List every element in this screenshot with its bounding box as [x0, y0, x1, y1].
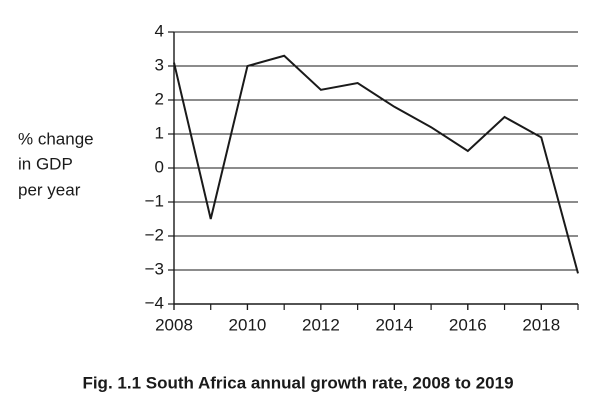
y-axis-label: per year [18, 180, 81, 199]
y-tick-label: 3 [155, 55, 164, 74]
chart-title: Fig. 1.1 South Africa annual growth rate… [82, 373, 513, 392]
y-tick-label: 4 [155, 21, 164, 40]
y-tick-label: 2 [155, 89, 164, 108]
x-tick-label: 2018 [522, 315, 560, 334]
x-tick-label: 2012 [302, 315, 340, 334]
y-tick-label: −4 [145, 293, 164, 312]
y-tick-label: 0 [155, 157, 164, 176]
x-tick-label: 2010 [229, 315, 267, 334]
x-tick-label: 2016 [449, 315, 487, 334]
data-line [173, 54, 579, 274]
y-tick-label: −3 [145, 259, 164, 278]
y-tick-label: −1 [145, 191, 164, 210]
y-axis-label: % change [18, 129, 94, 148]
x-tick-label: 2014 [375, 315, 413, 334]
y-axis-label: in GDP [18, 154, 73, 173]
y-tick-label: 1 [155, 123, 164, 142]
x-tick-label: 2008 [155, 315, 193, 334]
y-tick-label: −2 [145, 225, 164, 244]
